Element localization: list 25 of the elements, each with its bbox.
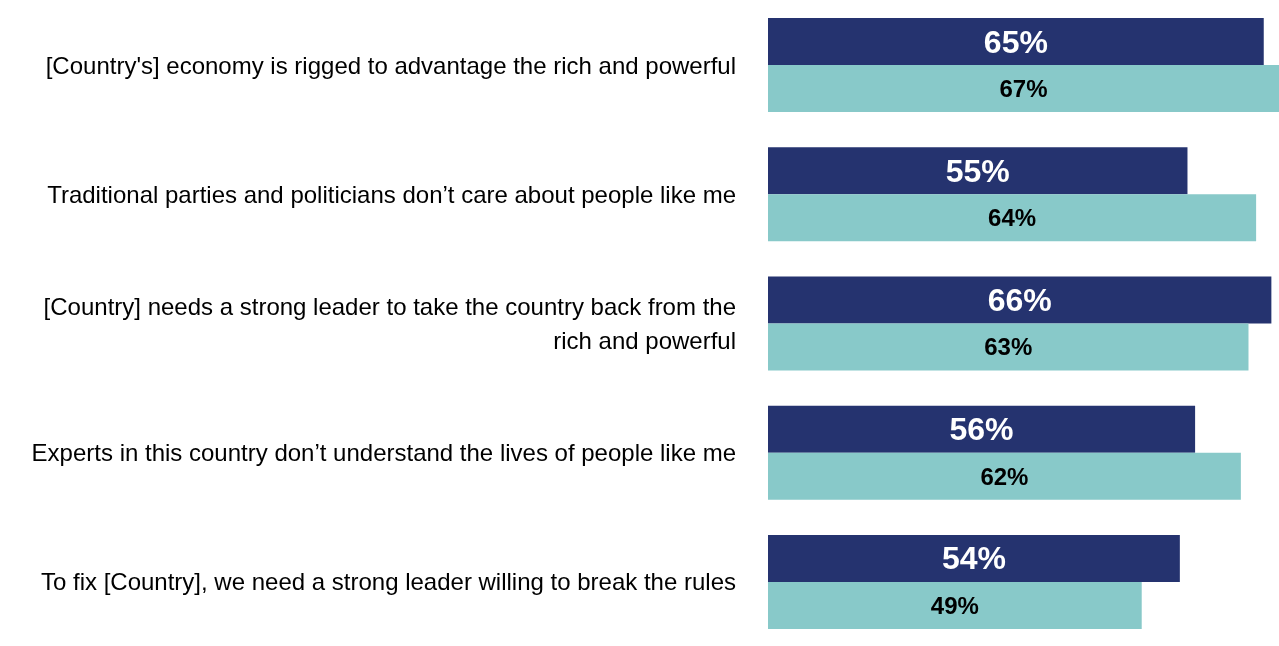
- data-label: 56%: [949, 411, 1014, 448]
- y-tick-label: Traditional parties and politicians don’t care about people like me: [47, 180, 736, 208]
- bar: [768, 581, 1142, 629]
- bar: [768, 405, 1196, 453]
- bar: [768, 534, 1180, 582]
- y-tick-label: [Country's] economy is rigged to advantage the rich and powerful: [45, 51, 736, 79]
- bar: [768, 18, 1264, 66]
- data-label: 64%: [988, 204, 1037, 232]
- bar: [768, 323, 1249, 371]
- data-label: 54%: [941, 540, 1006, 577]
- data-label: 55%: [945, 152, 1010, 189]
- data-label: 67%: [999, 75, 1048, 103]
- data-label: 62%: [980, 462, 1029, 490]
- bar: [768, 452, 1241, 500]
- bar: [768, 147, 1188, 195]
- data-label: 66%: [987, 281, 1052, 318]
- y-tick-label: Experts in this country don’t understand the lives of people like me: [31, 438, 736, 466]
- data-label: 63%: [984, 333, 1033, 361]
- bar: [768, 194, 1257, 242]
- y-tick-label: [Country] needs a strong leader to take the country back from the rich and powerful: [43, 292, 736, 354]
- bar: [768, 65, 1279, 113]
- y-tick-label: To fix [Country], we need a strong leader willing to break the rules: [40, 567, 736, 595]
- data-label: 65%: [983, 23, 1048, 60]
- data-label: 49%: [930, 591, 979, 619]
- bar: [768, 276, 1272, 324]
